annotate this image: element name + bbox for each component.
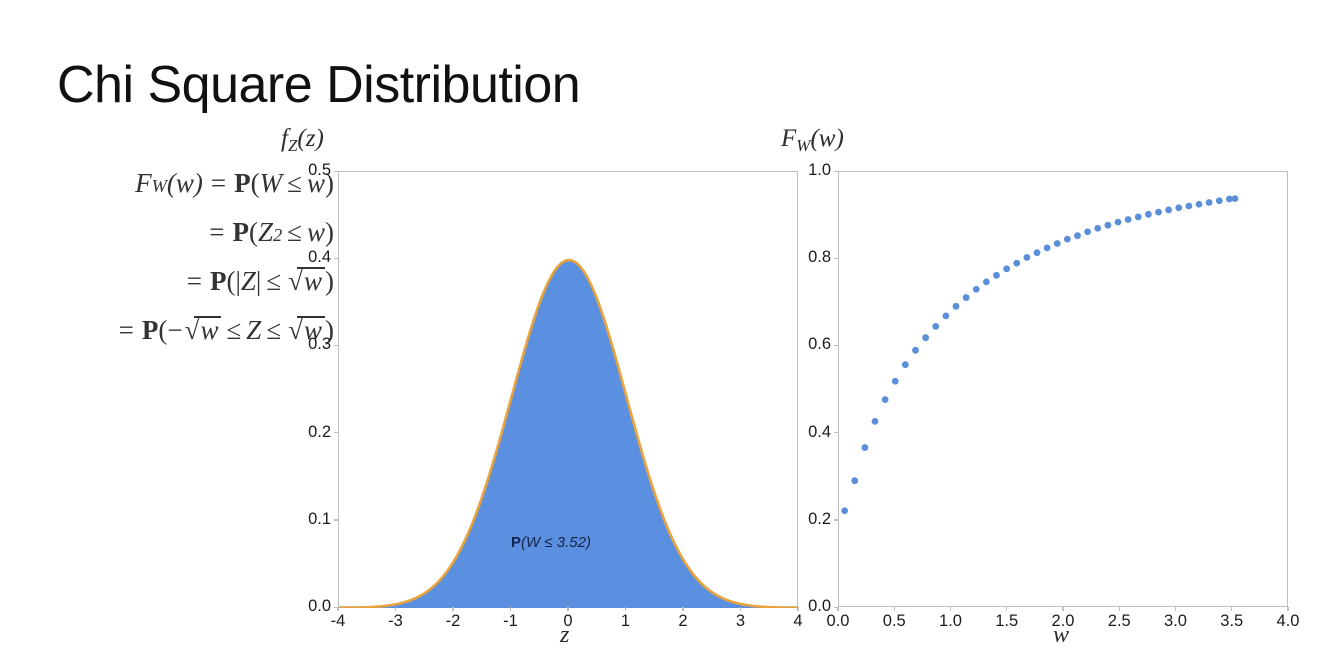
pdf-x-tick-label: -1 — [503, 612, 518, 630]
pdf-x-tick-label: 2 — [678, 612, 688, 630]
page-title: Chi Square Distribution — [57, 56, 581, 114]
cdf-plot-frame — [838, 171, 1288, 607]
cdf-x-tick-label: 2.5 — [1107, 612, 1131, 630]
pdf-x-tick-mark — [624, 607, 627, 611]
pdf-x-tick-label: -2 — [445, 612, 461, 630]
cdf-y-tick-mark — [834, 606, 838, 608]
pdf-x-tick-label: 0 — [563, 612, 573, 630]
cdf-x-axis-label: w — [1053, 622, 1070, 648]
pdf-y-axis-title: fZ(z) — [281, 125, 324, 155]
pdf-y-tick-label: 0.1 — [308, 509, 331, 528]
cdf-x-tick-mark — [949, 607, 952, 611]
pdf-x-tick-label: 1 — [620, 612, 631, 630]
pdf-x-axis-label: z — [560, 622, 570, 648]
pdf-y-tick-label: 0.0 — [308, 597, 331, 615]
pdf-y-tick-label: 0.2 — [308, 422, 331, 441]
cdf-x-tick-label: 0.0 — [826, 612, 850, 630]
cdf-y-tick-label: 0.2 — [808, 509, 831, 528]
pdf-x-tick-mark — [452, 607, 454, 611]
cdf-x-tick-label: 3.5 — [1220, 612, 1244, 630]
cdf-y-tick-label: 0.4 — [808, 422, 831, 441]
cdf-y-tick-label: 0.8 — [808, 248, 831, 267]
pdf-x-tick-label: -3 — [388, 612, 403, 630]
cdf-x-tick-mark — [1062, 607, 1064, 611]
pdf-y-tick-mark — [334, 519, 338, 521]
cdf-y-tick-mark — [834, 344, 838, 347]
cdf-x-tick-mark — [1287, 607, 1289, 611]
pdf-y-tick-mark — [334, 257, 338, 259]
cdf-y-tick-mark — [834, 170, 838, 172]
cdf-x-tick-mark — [1174, 607, 1177, 611]
pdf-x-tick-mark — [682, 607, 684, 611]
pdf-x-tick-mark — [567, 607, 569, 611]
pdf-plot-frame — [338, 171, 799, 608]
cdf-x-tick-mark — [1231, 607, 1233, 611]
cdf-x-tick-label: 1.5 — [995, 612, 1019, 630]
cdf-y-tick-label: 0.6 — [808, 335, 831, 354]
pdf-probability-annotation: P(W ≤ 3.52) — [511, 534, 591, 552]
pdf-x-tick-label: 3 — [735, 612, 746, 630]
derivation-line-3: = P(| Z | ≤ √ w ) — [186, 266, 334, 296]
cdf-y-tick-label: 1.0 — [808, 161, 831, 179]
pdf-x-tick-mark — [394, 607, 397, 611]
cdf-y-tick-label: 0.0 — [808, 597, 831, 615]
cdf-x-tick-mark — [1006, 607, 1008, 611]
cdf-y-tick-mark — [834, 432, 838, 434]
pdf-y-tick-mark — [334, 432, 338, 434]
cdf-y-tick-mark — [834, 519, 838, 521]
cdf-y-tick-mark — [834, 257, 838, 259]
pdf-y-tick-mark — [334, 170, 338, 172]
pdf-x-tick-mark — [337, 607, 339, 611]
cdf-chart-canvas — [841, 195, 1239, 515]
cdf-x-tick-label: 2.0 — [1051, 612, 1075, 630]
cdf-x-tick-mark — [893, 607, 895, 611]
cdf-x-tick-label: 3.0 — [1164, 612, 1187, 630]
derivation-block: F W (w) = P(W ≤ w) = P(Z 2 ≤ w) = P(| Z | ≤ √ w … — [4, 168, 334, 346]
pdf-x-tick-label: 4 — [793, 612, 803, 630]
pdf-x-tick-mark — [739, 607, 742, 611]
derivation-line-1: F W (w) = P(W ≤ w) — [135, 168, 334, 198]
pdf-y-tick-label: 0.3 — [308, 335, 331, 354]
pdf-chart-canvas — [339, 258, 799, 608]
pdf-x-tick-mark — [509, 607, 512, 611]
pdf-y-tick-mark — [334, 344, 338, 347]
pdf-x-tick-mark — [797, 607, 799, 611]
pdf-x-tick-label: -4 — [330, 612, 346, 630]
cdf-x-tick-label: 1.0 — [939, 612, 962, 630]
cdf-x-tick-mark — [1118, 607, 1120, 611]
cdf-x-tick-mark — [837, 607, 839, 611]
cdf-x-tick-label: 4.0 — [1276, 612, 1300, 630]
pdf-y-tick-label: 0.5 — [308, 161, 331, 179]
cdf-y-axis-title: FW(w) — [781, 125, 844, 155]
cdf-x-tick-label: 0.5 — [882, 612, 906, 630]
derivation-line-2: = P(Z 2 ≤ w) — [209, 217, 334, 247]
pdf-y-tick-mark — [334, 606, 338, 608]
pdf-y-tick-label: 0.4 — [308, 248, 331, 267]
derivation-line-4: = P (− √ w ≤ Z ≤ √ w ) — [118, 315, 334, 345]
